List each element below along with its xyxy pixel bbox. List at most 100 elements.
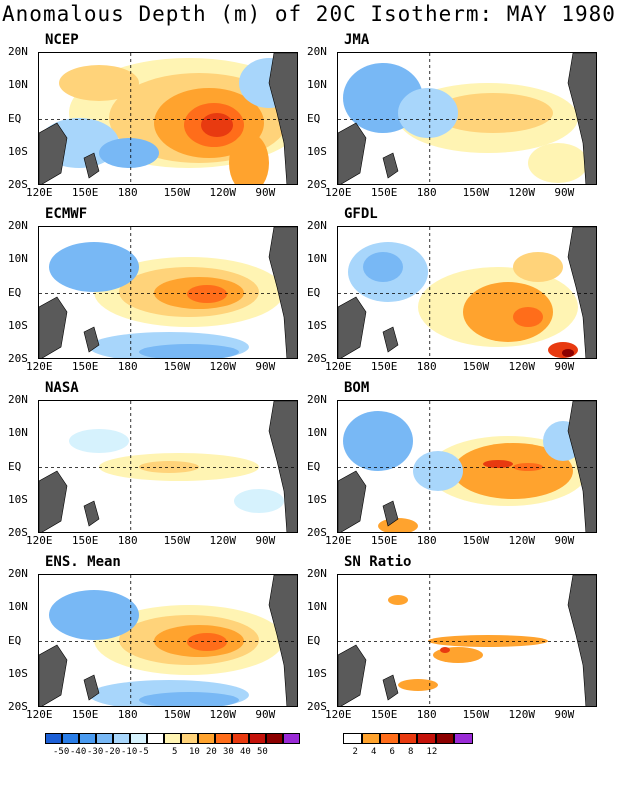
heatmap-plot bbox=[337, 400, 597, 533]
anomaly-blob bbox=[99, 138, 159, 168]
colorbar-swatch bbox=[417, 733, 436, 744]
anomaly-blob bbox=[483, 460, 513, 468]
anomaly-blob bbox=[49, 242, 139, 292]
lon-tick-label: 120W bbox=[508, 360, 536, 373]
lon-tick-label: 150E bbox=[71, 534, 99, 547]
panel-title: NCEP bbox=[45, 32, 79, 48]
colorbar-swatch bbox=[215, 733, 232, 744]
colorbar-swatch bbox=[232, 733, 249, 744]
heatmap-plot bbox=[337, 52, 597, 185]
colorbar-tick-label: -20 bbox=[104, 747, 121, 757]
lon-tick-label: 120E bbox=[26, 534, 53, 547]
colorbar-tick-label: 5 bbox=[172, 747, 178, 757]
lon-tick-label: 180 bbox=[416, 708, 437, 721]
panel-title: ECMWF bbox=[45, 206, 88, 222]
lon-tick-label: 180 bbox=[416, 360, 437, 373]
lon-tick-label: 120W bbox=[209, 360, 237, 373]
lat-tick-label: 20N bbox=[307, 45, 327, 58]
anomaly-blob bbox=[69, 429, 129, 453]
lon-tick-label: 150W bbox=[163, 186, 191, 199]
lat-tick-label: 10N bbox=[8, 78, 28, 92]
anomaly-blob bbox=[513, 307, 543, 327]
lon-tick-label: 120W bbox=[508, 708, 536, 721]
anomaly-blob bbox=[513, 252, 563, 282]
colorbar-tick-label: 40 bbox=[240, 747, 251, 757]
lat-tick-label: 20N bbox=[307, 219, 327, 232]
colorbar-swatch bbox=[147, 733, 164, 744]
lat-tick-label: 10S bbox=[307, 318, 327, 332]
colorbar-swatch bbox=[181, 733, 198, 744]
lon-tick-label: 180 bbox=[117, 186, 138, 199]
lon-tick-label: 120E bbox=[325, 360, 352, 373]
lon-tick-label: 120W bbox=[209, 534, 237, 547]
colorbar-tick-label: 8 bbox=[408, 747, 414, 757]
colorbar-tick-label: -5 bbox=[138, 747, 149, 757]
landmass-new-guinea bbox=[382, 674, 399, 701]
lat-tick-label: 20S bbox=[307, 700, 327, 713]
anomaly-blob bbox=[363, 252, 403, 282]
colorbar-tick-label: -30 bbox=[87, 747, 104, 757]
colorbar-tick-label: -50 bbox=[53, 747, 70, 757]
lon-tick-label: 150W bbox=[462, 534, 490, 547]
lat-tick-label: 10N bbox=[8, 426, 28, 440]
anomaly-blob bbox=[229, 133, 269, 184]
landmass-indonesia bbox=[39, 644, 68, 706]
anomaly-blob bbox=[428, 635, 548, 647]
landmass-americas bbox=[567, 53, 596, 184]
heatmap-plot bbox=[38, 52, 298, 185]
panel-title: SN Ratio bbox=[344, 554, 412, 570]
colorbar-tick-label: 20 bbox=[206, 747, 217, 757]
lon-tick-label: 120E bbox=[325, 186, 352, 199]
landmass-new-guinea bbox=[83, 674, 100, 701]
anomaly-blob bbox=[440, 647, 450, 653]
lat-tick-label: EQ bbox=[8, 633, 22, 647]
landmass-indonesia bbox=[338, 296, 367, 358]
landmass-americas bbox=[567, 227, 596, 358]
lat-tick-label: 10N bbox=[307, 78, 327, 92]
colorbar-swatch bbox=[249, 733, 266, 744]
colorbar-swatch bbox=[266, 733, 283, 744]
anomaly-blob bbox=[187, 285, 227, 303]
heatmap-svg bbox=[39, 227, 297, 358]
heatmap-plot bbox=[337, 574, 597, 707]
lon-tick-label: 90W bbox=[255, 534, 276, 547]
colorbar-swatch bbox=[198, 733, 215, 744]
landmass-indonesia bbox=[338, 644, 367, 706]
lon-tick-label: 150W bbox=[163, 534, 191, 547]
lon-tick-label: 120W bbox=[508, 186, 536, 199]
colorbar-swatch bbox=[361, 733, 380, 744]
lon-tick-label: 90W bbox=[554, 534, 575, 547]
lat-tick-label: 20S bbox=[307, 352, 327, 365]
anomaly-blob bbox=[201, 113, 233, 137]
anomaly-blob bbox=[49, 590, 139, 640]
colorbar-swatch bbox=[164, 733, 181, 744]
colorbar-swatch bbox=[283, 733, 300, 744]
lat-tick-label: EQ bbox=[8, 459, 22, 473]
lon-tick-label: 150E bbox=[71, 186, 99, 199]
figure-title: Anomalous Depth (m) of 20C Isotherm: MAY… bbox=[2, 2, 616, 26]
colorbar-swatch bbox=[79, 733, 96, 744]
colorbar-swatch bbox=[113, 733, 130, 744]
heatmap-plot bbox=[337, 226, 597, 359]
colorbar-swatch bbox=[435, 733, 454, 744]
lat-tick-label: EQ bbox=[8, 111, 22, 125]
lat-tick-label: 10S bbox=[8, 318, 28, 332]
lon-tick-label: 120E bbox=[325, 708, 352, 721]
lat-tick-label: EQ bbox=[307, 633, 321, 647]
anomaly-blob bbox=[139, 692, 239, 706]
heatmap-plot bbox=[38, 226, 298, 359]
anomaly-blob bbox=[548, 342, 578, 358]
lon-tick-label: 150E bbox=[370, 186, 398, 199]
panel-title: ENS. Mean bbox=[45, 554, 121, 570]
lon-tick-label: 150W bbox=[462, 186, 490, 199]
lat-tick-label: 20N bbox=[8, 393, 28, 406]
lat-tick-label: EQ bbox=[307, 285, 321, 299]
lon-tick-label: 150W bbox=[163, 360, 191, 373]
landmass-indonesia bbox=[39, 122, 68, 184]
anomaly-blob bbox=[562, 349, 574, 357]
lon-tick-label: 120E bbox=[26, 186, 53, 199]
lat-tick-label: 10N bbox=[307, 600, 327, 614]
landmass-americas bbox=[268, 227, 297, 358]
landmass-americas bbox=[567, 575, 596, 706]
lon-tick-label: 180 bbox=[416, 534, 437, 547]
